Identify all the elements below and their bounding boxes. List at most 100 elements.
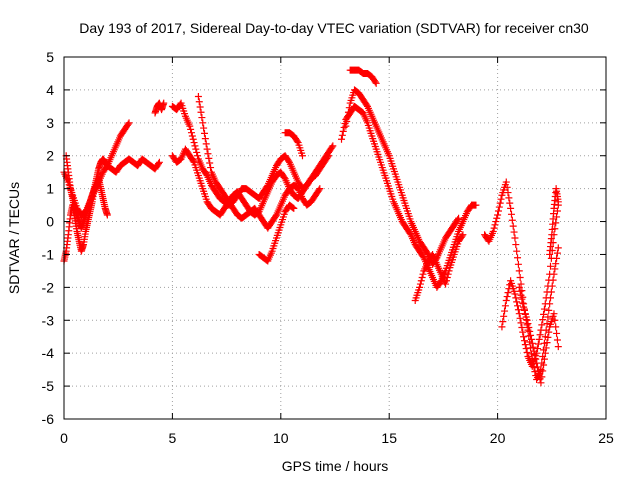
data-point xyxy=(540,361,548,369)
data-point xyxy=(524,320,532,328)
data-point xyxy=(531,351,539,359)
y-tick-label: 2 xyxy=(46,148,54,164)
data-point xyxy=(324,153,332,161)
data-point xyxy=(124,120,132,128)
data-point xyxy=(497,195,505,203)
data-point xyxy=(545,276,553,284)
data-point xyxy=(495,203,503,211)
data-point xyxy=(513,298,521,306)
data-point xyxy=(345,104,353,112)
x-tick-label: 15 xyxy=(381,430,397,446)
data-point xyxy=(490,224,498,232)
data-point xyxy=(187,129,195,137)
data-point xyxy=(444,270,452,278)
y-tick-label: -6 xyxy=(42,411,55,427)
data-point xyxy=(160,99,168,107)
data-point xyxy=(190,139,198,147)
y-tick-label: 1 xyxy=(46,181,54,197)
y-tick-label: 5 xyxy=(46,49,54,65)
data-point xyxy=(371,78,379,86)
data-point xyxy=(445,267,453,275)
data-point xyxy=(516,273,524,281)
data-point xyxy=(344,108,352,116)
data-point xyxy=(186,122,194,130)
data-point xyxy=(532,355,540,363)
data-point xyxy=(204,150,212,158)
data-point xyxy=(199,119,207,127)
data-point xyxy=(493,214,501,222)
data-point xyxy=(536,331,544,339)
data-point xyxy=(188,132,196,140)
data-point xyxy=(544,333,552,341)
data-point xyxy=(517,291,525,299)
data-point xyxy=(202,140,210,148)
data-point xyxy=(442,280,450,288)
data-point xyxy=(553,336,561,344)
data-point xyxy=(289,204,297,212)
data-point xyxy=(502,297,510,305)
data-point xyxy=(550,310,558,318)
data-point xyxy=(511,234,519,242)
data-point xyxy=(419,270,427,278)
data-point xyxy=(418,273,426,281)
data-point xyxy=(538,373,546,381)
data-point xyxy=(502,178,510,186)
data-point xyxy=(539,367,547,375)
data-point xyxy=(501,307,509,315)
data-point xyxy=(343,118,351,126)
data-point xyxy=(338,135,346,143)
data-point xyxy=(526,327,534,335)
data-point xyxy=(514,254,522,262)
data-point xyxy=(541,349,549,357)
data-point xyxy=(522,313,530,321)
data-point xyxy=(516,287,524,295)
data-point xyxy=(195,98,203,106)
data-point xyxy=(494,207,502,215)
data-point xyxy=(520,306,528,314)
data-point xyxy=(504,289,512,297)
data-point xyxy=(206,159,214,167)
data-point xyxy=(514,302,522,310)
data-point xyxy=(196,103,204,111)
data-point xyxy=(442,277,450,285)
data-point xyxy=(316,185,324,193)
data-point xyxy=(539,316,547,324)
data-point xyxy=(540,355,548,363)
data-point xyxy=(545,306,553,314)
data-point xyxy=(546,262,554,270)
data-point xyxy=(518,295,526,303)
data-point xyxy=(552,260,560,268)
data-point xyxy=(529,343,537,351)
x-tick-label: 0 xyxy=(60,430,68,446)
data-point xyxy=(155,158,163,166)
data-point xyxy=(507,204,515,212)
data-points xyxy=(60,66,562,387)
data-point xyxy=(517,319,525,327)
data-point xyxy=(533,363,541,371)
data-point xyxy=(527,331,535,339)
data-point xyxy=(525,324,533,332)
data-point xyxy=(521,310,529,318)
data-point xyxy=(200,129,208,137)
data-point xyxy=(514,260,522,268)
data-point xyxy=(293,137,301,145)
data-point xyxy=(519,299,527,307)
grid xyxy=(64,57,606,419)
data-point xyxy=(511,290,519,298)
data-point xyxy=(535,335,543,343)
data-point xyxy=(189,135,197,143)
data-point xyxy=(472,201,480,209)
data-point xyxy=(194,92,202,100)
data-point xyxy=(552,219,560,227)
data-point xyxy=(544,282,552,290)
data-point xyxy=(553,329,561,337)
plot-frame xyxy=(63,56,607,420)
data-point xyxy=(455,214,463,222)
data-point xyxy=(203,145,211,153)
data-point xyxy=(315,186,323,194)
data-point xyxy=(519,328,527,336)
data-point xyxy=(554,244,562,252)
data-point xyxy=(520,333,528,341)
data-point xyxy=(443,273,451,281)
